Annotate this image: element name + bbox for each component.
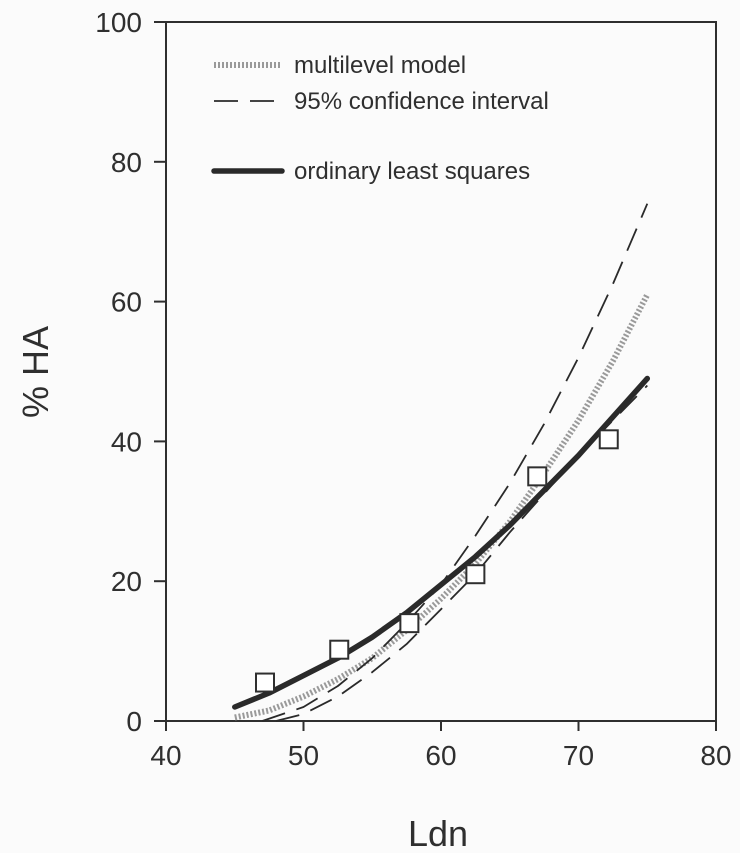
series-line-ordinary-least-squares: [232, 375, 651, 710]
y-axis: 0 20 40 60 80 100: [95, 7, 166, 737]
y-axis-title: % HA: [15, 326, 56, 418]
x-tick-label: 40: [150, 740, 181, 771]
y-tick-label: 40: [111, 426, 142, 457]
series-line-95-confidence-interval: [262, 203, 649, 722]
x-tick-label: 80: [700, 740, 731, 771]
plot-border: [165, 21, 717, 722]
series-line-multilevel-model: [234, 293, 650, 721]
plot-frame: [165, 21, 717, 722]
y-tick-label: 100: [95, 7, 142, 38]
series-line-confidence-lower: [275, 384, 648, 722]
legend: multilevel model 95% confidence interval o…: [211, 52, 549, 185]
y-tick-label: 80: [111, 147, 142, 178]
data-point: [465, 564, 486, 585]
data-point: [598, 429, 619, 450]
data-point: [329, 639, 350, 660]
observed-points: [255, 429, 619, 693]
y-tick-label: 0: [126, 706, 142, 737]
y-tick-label: 60: [111, 287, 142, 318]
legend-label: ordinary least squares: [294, 158, 530, 185]
x-axis-title: Ldn: [408, 813, 468, 853]
legend-label: 95% confidence interval: [294, 88, 549, 115]
x-axis: 40 50 60 70 80: [150, 721, 732, 771]
series-layer: [232, 203, 651, 722]
data-point: [255, 672, 275, 693]
y-tick-label: 20: [111, 566, 142, 597]
legend-label: multilevel model: [294, 52, 466, 79]
x-tick-label: 60: [425, 740, 456, 771]
data-point: [399, 613, 420, 634]
x-tick-label: 70: [563, 740, 594, 771]
x-tick-label: 50: [288, 740, 319, 771]
data-point: [527, 466, 548, 487]
